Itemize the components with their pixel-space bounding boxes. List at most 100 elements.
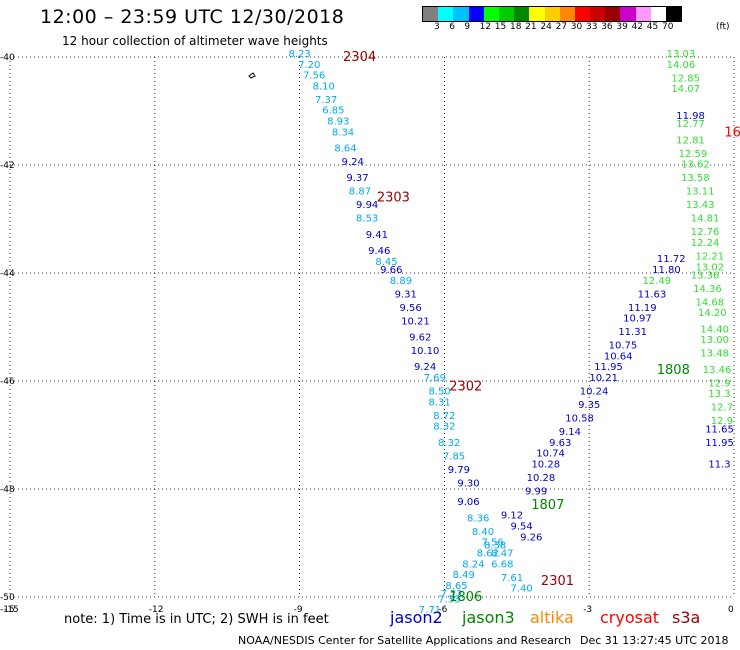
- wave-height-value: 9.35: [578, 400, 600, 411]
- wave-height-value: 10.97: [623, 314, 652, 325]
- scale-label: 70: [662, 22, 674, 32]
- scale-swatch: [605, 7, 621, 21]
- wave-height-value: 11.19: [628, 303, 657, 314]
- scale-swatch: [498, 7, 515, 21]
- lon-tick-label: -15: [4, 605, 19, 615]
- scale-swatch: [666, 7, 682, 21]
- wave-height-value: 9.12: [501, 511, 523, 522]
- pass-time-label: 2301: [541, 574, 574, 589]
- wave-height-value: 7.20: [298, 60, 320, 71]
- pass-time-label: 1806: [449, 590, 482, 605]
- page-subtitle: 12 hour collection of altimeter wave hei…: [62, 34, 328, 48]
- wave-height-value: 7.85: [443, 451, 465, 462]
- wave-height-color-scale: [422, 6, 683, 22]
- wave-height-value: 8.65: [445, 581, 467, 592]
- wave-height-value: 9.31: [395, 289, 417, 300]
- legend-altika: altika: [530, 608, 574, 627]
- lat-tick-label: -40: [0, 53, 15, 63]
- scale-label: 6: [449, 22, 455, 32]
- wave-height-value: 10.21: [589, 373, 618, 384]
- wave-height-value: 12.9: [708, 378, 730, 389]
- scale-label: 39: [616, 22, 628, 32]
- wave-height-value: 11.95: [705, 438, 734, 449]
- scale-label: 45: [646, 22, 659, 32]
- legend-s3a: s3a: [672, 608, 701, 627]
- scale-swatch: [453, 7, 469, 21]
- scale-unit: (ft): [716, 22, 730, 32]
- wave-height-value: 8.38: [484, 540, 506, 551]
- wave-height-value: 12.81: [676, 135, 705, 146]
- scale-swatch: [468, 7, 484, 21]
- scale-swatch: [559, 7, 575, 21]
- lat-tick-label: -50: [0, 593, 15, 603]
- wave-height-value: 8.40: [472, 527, 494, 538]
- corner-tick-label: -15: [0, 605, 15, 615]
- scale-label: 21: [525, 22, 537, 32]
- wave-height-value: 10.74: [536, 449, 565, 460]
- wave-height-value: 7.61: [501, 573, 523, 584]
- wave-height-value: 13.03: [667, 49, 696, 60]
- lat-tick-label: -42: [0, 161, 15, 171]
- wave-height-value: 10.10: [411, 346, 440, 357]
- wave-height-value: 9.56: [399, 303, 421, 314]
- lon-tick-label: 0: [728, 605, 734, 615]
- wave-height-value: 13.43: [686, 200, 715, 211]
- lon-tick-label: -9: [294, 605, 303, 615]
- lon-tick-label: -6: [438, 605, 447, 615]
- wave-height-value: 9.46: [368, 246, 390, 257]
- wave-height-value: 12.24: [691, 238, 720, 249]
- wave-height-value: 13.02: [696, 262, 725, 273]
- wave-height-value: 8.64: [334, 144, 356, 155]
- wave-height-value: 9.99: [525, 486, 547, 497]
- wave-height-value: 8.24: [462, 559, 484, 570]
- wave-height-value: 10.28: [531, 459, 560, 470]
- wave-height-value: 14.81: [691, 214, 720, 225]
- wave-height-value: 10.24: [580, 387, 609, 398]
- wave-height-value: 8.72: [433, 411, 455, 422]
- scale-swatch: [438, 7, 454, 21]
- footer-note: note: 1) Time is in UTC; 2) SWH is in fe…: [64, 612, 329, 627]
- wave-height-value: 9.30: [457, 478, 479, 489]
- wave-height-value: 12.76: [691, 227, 720, 238]
- scale-swatch: [650, 7, 666, 21]
- wave-height-value: 12.21: [696, 252, 725, 263]
- wave-height-value: 9.14: [559, 427, 581, 438]
- wave-height-value: 9.54: [510, 522, 532, 533]
- scale-label: 3: [434, 22, 440, 32]
- island-shape: [248, 72, 256, 79]
- wave-height-value: 8.49: [453, 570, 475, 581]
- wave-height-value: 8.62: [477, 549, 499, 560]
- wave-height-value: 9.41: [366, 230, 388, 241]
- scale-swatch: [620, 7, 636, 21]
- wave-height-value: 11.98: [676, 111, 705, 122]
- wave-height-value: 10.58: [565, 414, 594, 425]
- wave-height-value: 8.50: [428, 387, 450, 398]
- scale-label: 18: [510, 22, 522, 32]
- wave-height-value: 6.85: [322, 106, 344, 117]
- page-title: 12:00 – 23:59 UTC 12/30/2018: [40, 6, 345, 28]
- wave-height-value: 8.93: [327, 117, 349, 128]
- wave-height-value: 8.36: [467, 513, 489, 524]
- wave-height-value: 11.80: [652, 265, 681, 276]
- wave-height-value: 12.49: [642, 276, 671, 287]
- wave-height-value: 6.68: [491, 559, 513, 570]
- wave-height-value: 13.62: [681, 160, 710, 171]
- wave-height-value: 9.37: [346, 173, 368, 184]
- wave-height-value: 14.07: [671, 84, 700, 95]
- footer-timestamp: Dec 31 13:27:45 UTC 2018: [580, 634, 729, 647]
- wave-height-value: 10.28: [527, 473, 556, 484]
- wave-height-value: 14.40: [700, 324, 729, 335]
- footer-credit: NOAA/NESDIS Center for Satellite Applica…: [238, 634, 572, 647]
- wave-height-value: 7.56: [303, 71, 325, 82]
- wave-height-value: 14.20: [698, 308, 727, 319]
- wave-height-value: 8.31: [428, 397, 450, 408]
- lat-tick-label: -44: [0, 269, 15, 279]
- pass-time-label: 2302: [449, 379, 482, 394]
- wave-height-value: 13.3: [708, 389, 730, 400]
- wave-height-value: 12.59: [679, 149, 708, 160]
- wave-height-value: 8.87: [349, 187, 371, 198]
- scale-label: 12: [479, 22, 492, 32]
- wave-height-value: 12.7: [711, 403, 733, 414]
- wave-height-value: 14.68: [696, 297, 725, 308]
- pass-time-label: 1807: [531, 498, 564, 513]
